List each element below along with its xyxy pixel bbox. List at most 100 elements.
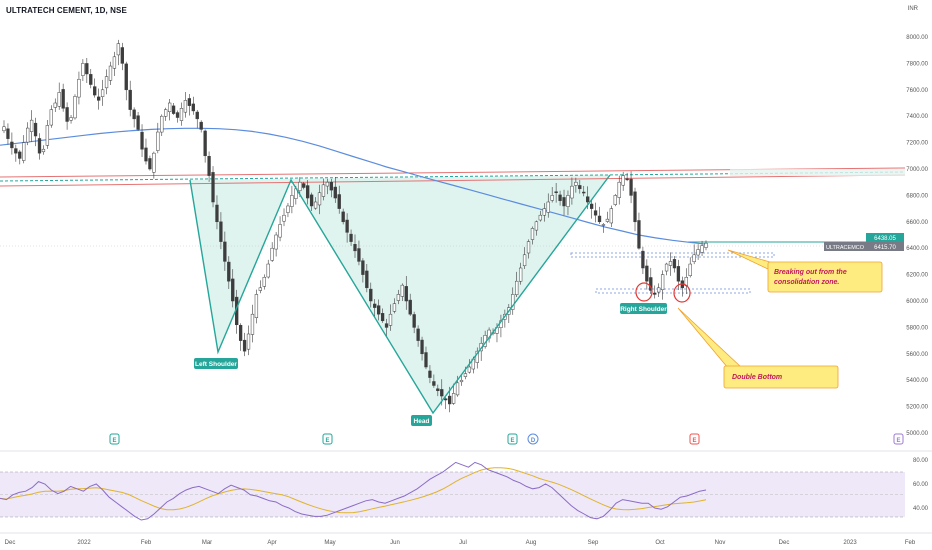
candle-body (124, 63, 128, 91)
svg-text:E: E (692, 438, 696, 444)
candle-body (574, 181, 578, 186)
candle-body (676, 266, 681, 282)
earnings-marker-1[interactable]: E (109, 433, 120, 445)
candle-body (380, 313, 385, 322)
candle-body (515, 280, 519, 295)
price-label-current: 6438.05 (866, 233, 904, 242)
candle-body (566, 195, 570, 207)
candle-body (45, 125, 50, 146)
svg-text:E: E (325, 438, 329, 444)
candle-body (404, 286, 408, 302)
price-tick-label: 5600.00 (906, 352, 928, 358)
price-tick-label: 7400.00 (906, 114, 928, 120)
double-bottom-circle-2 (673, 283, 691, 303)
dividend-marker[interactable]: D (527, 433, 539, 445)
candle-body (645, 265, 649, 282)
candle-body (554, 191, 558, 194)
price-tick-label: 7200.00 (906, 141, 928, 147)
candle-body (41, 148, 46, 153)
right-shoulder-label-box (620, 303, 667, 314)
candle-body (518, 267, 523, 282)
left-shoulder-label: Left Shoulder (195, 361, 237, 368)
earnings-marker-3[interactable]: E (507, 433, 518, 445)
breakout-note-line-1: Breaking out from the (774, 269, 847, 276)
earnings-marker-5[interactable]: E (893, 433, 904, 445)
candle-body (641, 250, 645, 269)
candle-body (148, 158, 152, 170)
head-label-box (411, 415, 432, 426)
candle-body (97, 96, 101, 101)
time-axis[interactable]: Dec 2022 Feb Mar Apr May Jun Jul Aug Sep Oct Nov Dec… (5, 540, 916, 546)
candle-body (605, 218, 610, 222)
neckline-red-lower (0, 174, 906, 187)
rsi-axis: 80.00 60.00 40.00 (913, 458, 929, 512)
candle-body (538, 214, 543, 221)
candle-body (432, 381, 436, 386)
time-tick-label: Feb (905, 540, 916, 546)
candle-body (33, 122, 38, 137)
candle-body (384, 323, 389, 328)
candle-body (649, 277, 653, 291)
price-tick-label: 6600.00 (906, 220, 928, 226)
price-axis[interactable]: 8000.00 7800.00 7600.00 7400.00 7200.00 7000.… (906, 35, 928, 437)
candle-body (613, 195, 617, 205)
candle-body (112, 56, 117, 69)
candle-body (609, 208, 613, 224)
candle-body (629, 178, 633, 196)
candle-body (57, 92, 61, 107)
candle-body (231, 278, 235, 302)
candle-body (692, 254, 696, 263)
candle-body (116, 43, 121, 56)
candle-body (451, 393, 456, 404)
candle-body (302, 183, 306, 188)
candle-body (81, 63, 85, 76)
candle-body (463, 373, 468, 377)
candle-body (167, 102, 172, 112)
svg-text:E: E (510, 438, 514, 444)
candles-group (2, 39, 708, 413)
candle-body (191, 103, 195, 112)
candle-body (37, 138, 42, 154)
candle-body (18, 151, 22, 159)
candle-body (349, 233, 353, 242)
time-tick-label: Dec (5, 540, 16, 546)
candle-body (353, 244, 357, 252)
price-tick-label: 6400.00 (906, 246, 928, 252)
candle-body (653, 292, 657, 295)
candle-body (337, 194, 341, 209)
candle-body (444, 398, 448, 401)
candle-body (700, 245, 704, 253)
candle-body (475, 350, 479, 363)
candle-body (522, 254, 527, 267)
candle-body (179, 108, 184, 121)
candle-body (396, 294, 401, 301)
candle-body (582, 191, 586, 194)
candle-body (298, 181, 302, 192)
neckline-green (0, 171, 906, 182)
candle-body (108, 65, 113, 81)
candle-body (625, 178, 629, 181)
candle-body (550, 195, 554, 201)
time-tick-label: Mar (202, 540, 212, 546)
candle-body (49, 109, 53, 126)
time-tick-label: Jun (390, 540, 400, 546)
candle-body (558, 194, 562, 201)
candle-body (128, 89, 132, 110)
candle-body (408, 299, 412, 315)
earnings-marker-4[interactable]: E (689, 433, 700, 445)
candle-body (171, 105, 176, 114)
pattern-line (189, 174, 611, 415)
candle-body (2, 126, 6, 132)
rsi-tick-label: 80.00 (913, 458, 929, 464)
candle-body (412, 314, 416, 328)
candle-body (586, 196, 590, 203)
candle-body (329, 182, 333, 191)
right-shoulder-label: Right Shoulder (620, 306, 667, 313)
earnings-marker-2[interactable]: E (322, 433, 333, 445)
candle-body (65, 107, 69, 122)
candle-body (242, 339, 247, 352)
breakout-callout-box (767, 261, 883, 293)
candle-body (207, 156, 211, 176)
candle-body (306, 185, 310, 199)
